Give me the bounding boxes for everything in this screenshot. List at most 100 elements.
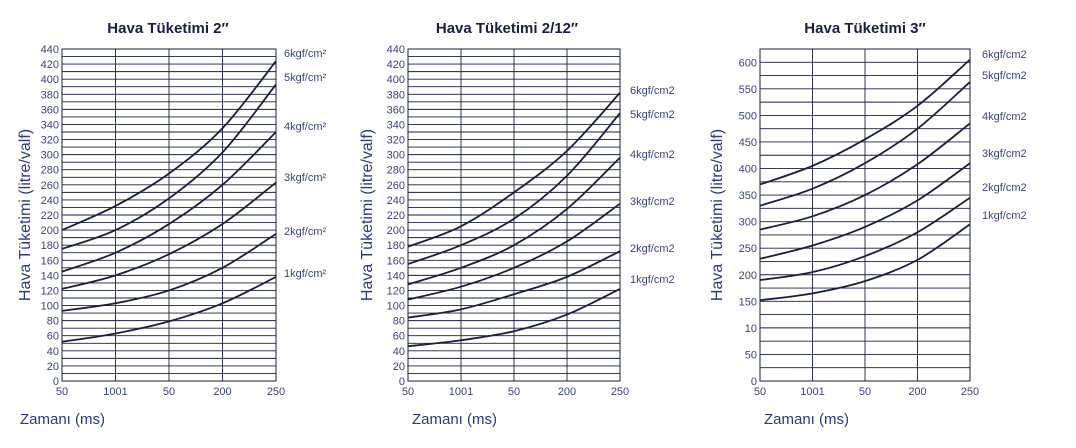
series-label: 1kgf/cm2 [982, 210, 1027, 222]
series-label: 5kgf/cm² [284, 72, 327, 84]
plot-frame [407, 48, 621, 382]
series-line [61, 276, 277, 343]
x-tick-label: 250 [611, 386, 629, 398]
y-tick-label: 500 [739, 110, 757, 122]
series-line [61, 181, 277, 290]
y-tick-label: 200 [387, 225, 405, 237]
y-tick-label: 240 [41, 195, 59, 207]
y-axis-label: Hava Tüketimi (litre/valf) [359, 129, 376, 301]
y-tick-label: 0 [53, 376, 59, 388]
x-tick-label: 50 [859, 386, 871, 398]
series-line [407, 92, 621, 248]
y-tick-label: 260 [387, 180, 405, 192]
y-tick-label: 20 [47, 361, 59, 373]
series-label: 3kgf/cm² [284, 172, 327, 184]
y-tick-label: 400 [739, 164, 757, 176]
y-tick-label: 300 [41, 150, 59, 162]
series-line [759, 162, 971, 260]
x-tick-label: 200 [558, 386, 576, 398]
y-tick-label: 150 [739, 296, 757, 308]
y-tick-label: 140 [387, 270, 405, 282]
y-tick-label: 200 [41, 225, 59, 237]
y-tick-label: 340 [41, 119, 59, 131]
x-axis-label: Zamanı (ms) [764, 411, 849, 428]
y-tick-label: 220 [41, 210, 59, 222]
x-tick-label: 50 [754, 386, 766, 398]
y-tick-label: 40 [393, 346, 405, 358]
series-label: 1kgf/cm2 [630, 274, 675, 286]
x-tick-label: 50 [402, 386, 414, 398]
y-tick-label: 50 [745, 349, 757, 361]
series-label: 3kgf/cm2 [630, 196, 675, 208]
y-tick-label: 420 [387, 59, 405, 71]
series-label: 5kgf/cm2 [982, 70, 1027, 82]
y-tick-label: 250 [739, 243, 757, 255]
y-tick-label: 120 [387, 285, 405, 297]
y-tick-label: 20 [393, 361, 405, 373]
y-tick-label: 60 [47, 331, 59, 343]
y-tick-label: 60 [393, 331, 405, 343]
y-tick-label: 300 [739, 217, 757, 229]
y-tick-label: 220 [387, 210, 405, 222]
x-tick-label: 1001 [449, 386, 473, 398]
y-tick-label: 350 [739, 190, 757, 202]
series-label: 1kgf/cm² [284, 268, 327, 280]
y-tick-label: 80 [47, 316, 59, 328]
x-tick-label: 250 [267, 386, 285, 398]
y-tick-label: 320 [387, 135, 405, 147]
series-line [61, 233, 277, 312]
x-tick-label: 50 [56, 386, 68, 398]
series-label: 6kgf/cm2 [982, 49, 1027, 61]
plot-frame [759, 48, 971, 382]
y-tick-label: 240 [387, 195, 405, 207]
y-tick-label: 300 [387, 150, 405, 162]
y-tick-label: 550 [739, 84, 757, 96]
y-tick-label: 0 [751, 376, 757, 388]
y-tick-label: 260 [41, 180, 59, 192]
y-tick-label: 400 [41, 74, 59, 86]
chart-title: Hava Tüketimi 2/12″ [436, 20, 578, 37]
x-axis-label: Zamanı (ms) [412, 411, 497, 428]
y-tick-label: 450 [739, 137, 757, 149]
y-tick-label: 120 [41, 285, 59, 297]
y-tick-label: 180 [387, 240, 405, 252]
series-label: 2kgf/cm2 [982, 182, 1027, 194]
x-tick-label: 1001 [103, 386, 127, 398]
y-tick-label: 280 [41, 165, 59, 177]
series-label: 5kgf/cm2 [630, 109, 675, 121]
y-tick-label: 0 [399, 376, 405, 388]
y-tick-label: 10 [745, 323, 757, 335]
series-line [61, 60, 277, 231]
series-label: 2kgf/cm² [284, 226, 327, 238]
y-tick-label: 360 [41, 104, 59, 116]
series-label: 2kgf/cm2 [630, 243, 675, 255]
x-tick-label: 50 [163, 386, 175, 398]
series-line [759, 196, 971, 281]
series-label: 6kgf/cm² [284, 48, 327, 60]
series-label: 6kgf/cm2 [630, 85, 675, 97]
y-tick-label: 320 [41, 135, 59, 147]
series-line [407, 202, 621, 301]
series-line [61, 83, 277, 250]
y-tick-label: 100 [387, 301, 405, 313]
y-tick-label: 380 [41, 89, 59, 101]
series-label: 4kgf/cm2 [630, 149, 675, 161]
y-tick-label: 160 [387, 255, 405, 267]
series-label: 4kgf/cm² [284, 121, 327, 133]
y-tick-label: 100 [41, 301, 59, 313]
y-tick-label: 80 [393, 316, 405, 328]
x-tick-label: 200 [908, 386, 926, 398]
chart-title: Hava Tüketimi 3″ [804, 20, 925, 37]
series-label: 4kgf/cm2 [982, 111, 1027, 123]
y-axis-label: Hava Tüketimi (litre/valf) [709, 129, 726, 301]
y-tick-label: 180 [41, 240, 59, 252]
series-label: 3kgf/cm2 [982, 148, 1027, 160]
y-tick-label: 160 [41, 255, 59, 267]
y-axis-label: Hava Tüketimi (litre/valf) [17, 129, 34, 301]
x-tick-label: 1001 [800, 386, 824, 398]
x-tick-label: 250 [961, 386, 979, 398]
x-tick-label: 200 [213, 386, 231, 398]
y-tick-label: 200 [739, 270, 757, 282]
x-axis-label: Zamanı (ms) [20, 411, 105, 428]
